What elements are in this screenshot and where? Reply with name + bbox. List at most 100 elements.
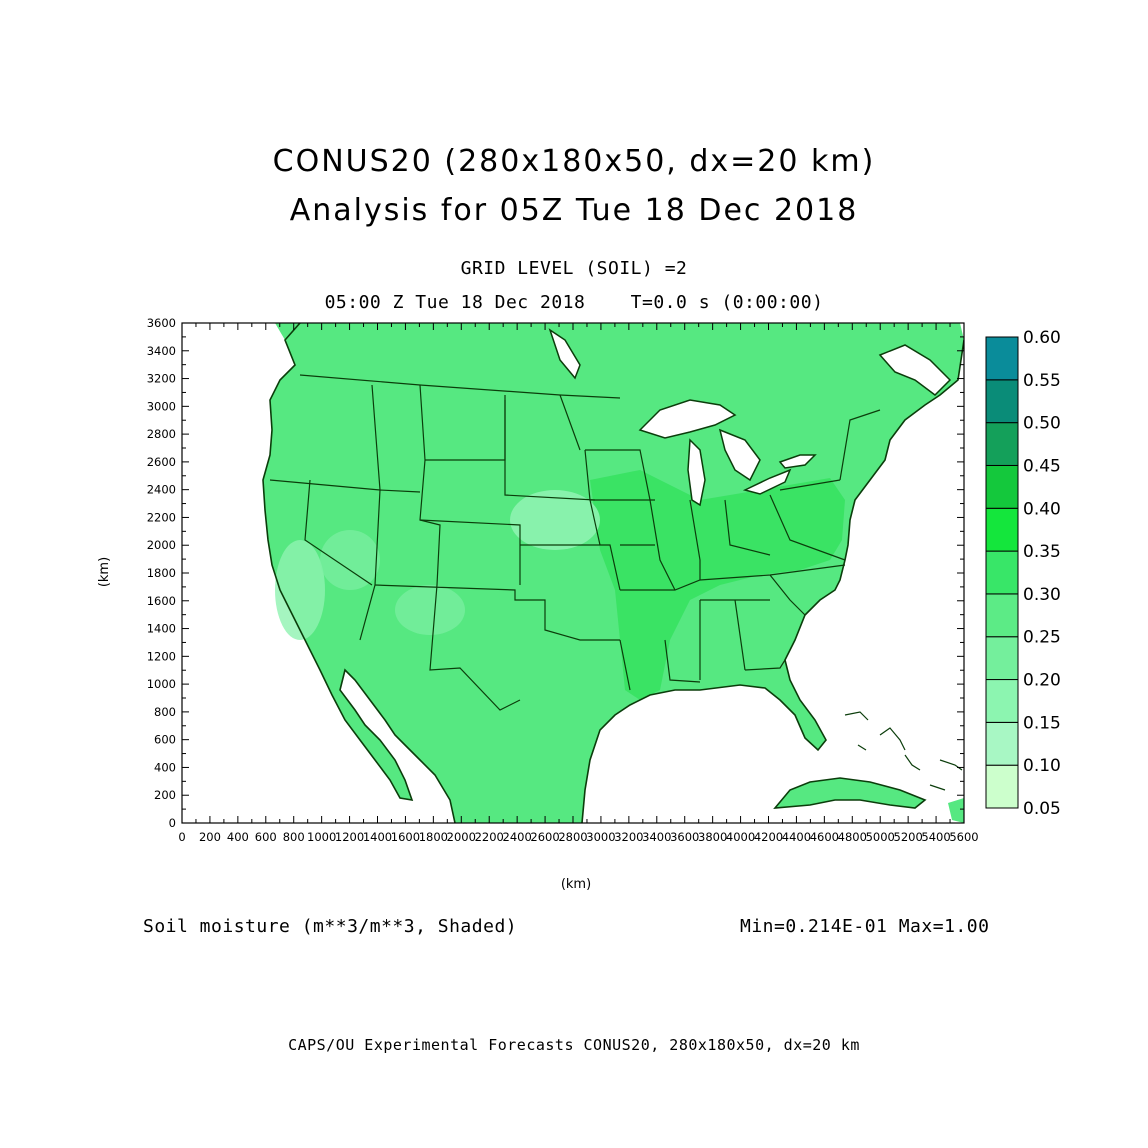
x-tick-label: 5400 bbox=[921, 830, 950, 844]
axis-ticks bbox=[181, 322, 965, 824]
bahamas-islands bbox=[844, 711, 963, 791]
y-tick-label: 200 bbox=[154, 788, 176, 802]
lake-michigan bbox=[687, 438, 706, 507]
y-tick-label: 1400 bbox=[147, 622, 176, 636]
coastline bbox=[262, 323, 964, 823]
y-tick-label: 2200 bbox=[147, 510, 176, 524]
x-tick-label: 5200 bbox=[894, 830, 923, 844]
colorbar-swatch bbox=[985, 764, 1019, 809]
lake-huron bbox=[718, 428, 761, 482]
x-axis-label: (km) bbox=[561, 877, 591, 892]
lake-ontario bbox=[778, 454, 817, 469]
x-tick-label: 1600 bbox=[391, 830, 420, 844]
colorbar: 0.05 0.10 0.15 0.20 0.25 0.30 0.35 0.40 0.45 0.50… bbox=[985, 328, 1061, 819]
gulf-st-lawrence bbox=[878, 344, 952, 396]
map-title-line2: Analysis for 05Z Tue 18 Dec 2018 bbox=[289, 193, 859, 228]
lake-winnipeg bbox=[548, 328, 581, 380]
x-tick-label: 2200 bbox=[475, 830, 504, 844]
x-tick-label: 200 bbox=[199, 830, 221, 844]
map-layer bbox=[182, 323, 964, 823]
lake-superior bbox=[638, 399, 737, 439]
land-cuba bbox=[775, 778, 925, 808]
x-tick-label: 600 bbox=[255, 830, 277, 844]
y-tick-label: 3000 bbox=[147, 399, 176, 413]
colorbar-swatch bbox=[985, 550, 1019, 595]
dry-patch-california bbox=[275, 540, 325, 640]
colorbar-label: 0.10 bbox=[1023, 756, 1061, 776]
colorbar-swatch bbox=[985, 721, 1019, 766]
y-axis-label: (km) bbox=[97, 557, 112, 587]
x-tick-label: 2800 bbox=[558, 830, 587, 844]
x-tick-label: 3600 bbox=[670, 830, 699, 844]
dry-patch-nevada bbox=[320, 530, 380, 590]
colorbar-label: 0.40 bbox=[1023, 499, 1061, 519]
lake-erie bbox=[742, 468, 792, 495]
y-tick-label: 2800 bbox=[147, 427, 176, 441]
x-tick-label: 1800 bbox=[419, 830, 448, 844]
colorbar-label: 0.50 bbox=[1023, 414, 1061, 434]
colorbar-label: 0.15 bbox=[1023, 713, 1061, 733]
coastline-cuba bbox=[773, 777, 927, 809]
y-tick-label: 1200 bbox=[147, 649, 176, 663]
x-tick-label: 4400 bbox=[782, 830, 811, 844]
y-tick-label: 400 bbox=[154, 760, 176, 774]
colorbar-swatch bbox=[985, 507, 1019, 552]
colorbar-swatch bbox=[985, 379, 1019, 424]
y-tick-label: 1600 bbox=[147, 594, 176, 608]
colorbar-label: 0.25 bbox=[1023, 628, 1061, 648]
x-tick-label: 3200 bbox=[614, 830, 643, 844]
colorbar-label: 0.55 bbox=[1023, 371, 1061, 391]
x-tick-label: 2400 bbox=[503, 830, 532, 844]
colorbar-swatch bbox=[985, 679, 1019, 723]
colorbar-swatch bbox=[985, 464, 1019, 509]
colorbar-label: 0.05 bbox=[1023, 799, 1061, 819]
footer-credit: CAPS/OU Experimental Forecasts CONUS20, … bbox=[288, 1036, 860, 1054]
y-tick-label: 3400 bbox=[147, 344, 176, 358]
x-tick-label: 0 bbox=[178, 830, 185, 844]
x-tick-label: 3400 bbox=[642, 830, 671, 844]
dry-patch-plains bbox=[510, 490, 600, 550]
y-tick-labels: 0 200 400 600 800 1000 1200 1400 1600 1800 2000 220… bbox=[147, 316, 176, 830]
y-tick-label: 600 bbox=[154, 733, 176, 747]
map-title-line1: CONUS20 (280x180x50, dx=20 km) bbox=[272, 144, 876, 179]
field-description: Soil moisture (m**3/m**3, Shaded) bbox=[143, 916, 518, 937]
x-tick-label: 1200 bbox=[335, 830, 364, 844]
dry-patch-southwest bbox=[395, 585, 465, 635]
x-tick-label: 2600 bbox=[530, 830, 559, 844]
x-tick-label: 1400 bbox=[363, 830, 392, 844]
x-tick-label: 4800 bbox=[838, 830, 867, 844]
min-max-label: Min=0.214E-01 Max=1.00 bbox=[740, 916, 990, 937]
colorbar-label: 0.30 bbox=[1023, 585, 1061, 605]
x-tick-label: 3800 bbox=[698, 830, 727, 844]
colorbar-swatch bbox=[985, 593, 1019, 638]
y-tick-label: 1000 bbox=[147, 677, 176, 691]
colorbar-label: 0.35 bbox=[1023, 542, 1061, 562]
y-tick-label: 2000 bbox=[147, 538, 176, 552]
moist-region bbox=[590, 470, 845, 700]
x-tick-labels: 0 200 400 600 800 100012001400160018002000220… bbox=[178, 830, 978, 844]
land-north-america bbox=[182, 323, 964, 823]
x-tick-label: 800 bbox=[283, 830, 305, 844]
x-tick-label: 400 bbox=[227, 830, 249, 844]
colorbar-label: 0.45 bbox=[1023, 456, 1061, 476]
y-tick-label: 1800 bbox=[147, 566, 176, 580]
y-tick-label: 800 bbox=[154, 705, 176, 719]
land-hispaniola bbox=[948, 798, 964, 823]
x-tick-label: 3000 bbox=[586, 830, 615, 844]
y-tick-label: 0 bbox=[169, 816, 176, 830]
x-tick-label: 4200 bbox=[754, 830, 783, 844]
y-tick-label: 2400 bbox=[147, 483, 176, 497]
colorbar-label: 0.20 bbox=[1023, 671, 1061, 691]
colorbar-swatch bbox=[985, 336, 1019, 381]
y-tick-label: 3200 bbox=[147, 372, 176, 386]
x-tick-label: 5000 bbox=[866, 830, 895, 844]
x-tick-label: 4000 bbox=[726, 830, 755, 844]
y-tick-label: 3600 bbox=[147, 316, 176, 330]
grid-level-label: GRID LEVEL (SOIL) =2 bbox=[460, 258, 688, 279]
x-tick-label: 2000 bbox=[447, 830, 476, 844]
valid-time-label: 05:00 Z Tue 18 Dec 2018 T=0.0 s (0:00:00… bbox=[324, 292, 824, 313]
x-tick-label: 1000 bbox=[307, 830, 336, 844]
colorbar-swatch bbox=[985, 636, 1019, 681]
x-tick-label: 5600 bbox=[949, 830, 978, 844]
